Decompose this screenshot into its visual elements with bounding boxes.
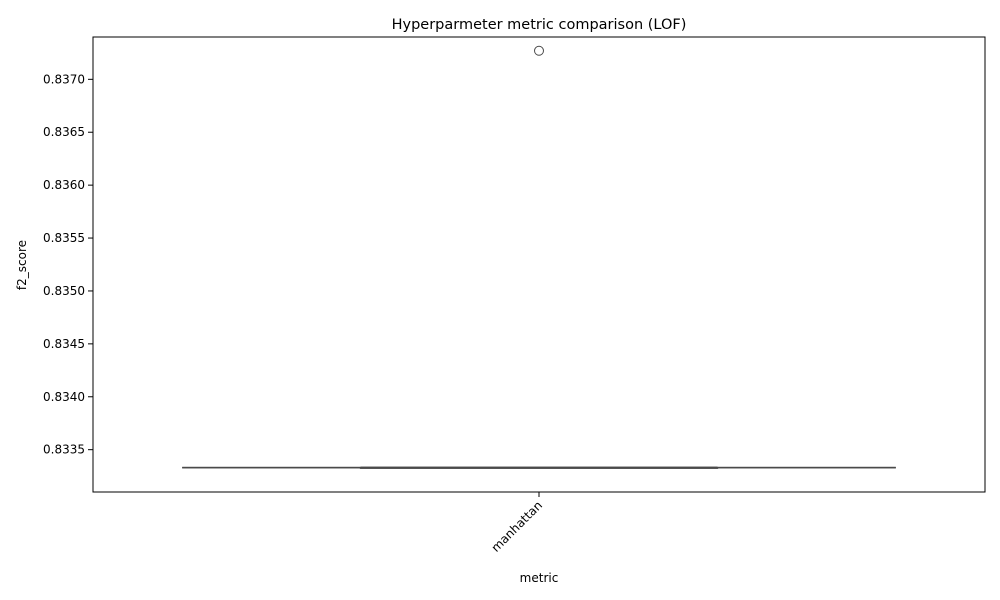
x-axis-label: metric — [520, 571, 559, 585]
y-tick-label: 0.8355 — [43, 231, 85, 245]
y-axis-label: f2_score — [15, 240, 29, 290]
x-axis: manhattan — [489, 492, 546, 555]
y-tick-label: 0.8345 — [43, 337, 85, 351]
box-plot-series — [182, 45, 896, 469]
y-axis: 0.8335 0.8340 0.8345 0.8350 0.8355 0.8360 0.83… — [43, 72, 93, 457]
x-tick-label: manhattan — [489, 498, 546, 555]
y-tick-label: 0.8350 — [43, 284, 85, 298]
y-tick-label: 0.8370 — [43, 72, 85, 86]
y-tick-label: 0.8360 — [43, 178, 85, 192]
chart-title: Hyperparmeter metric comparison (LOF) — [392, 17, 687, 33]
y-tick-label: 0.8340 — [43, 390, 85, 404]
plot-area-frame — [92, 36, 986, 493]
y-tick-label: 0.8335 — [43, 443, 85, 457]
outlier-point — [534, 45, 544, 56]
y-tick-label: 0.8365 — [43, 125, 85, 139]
